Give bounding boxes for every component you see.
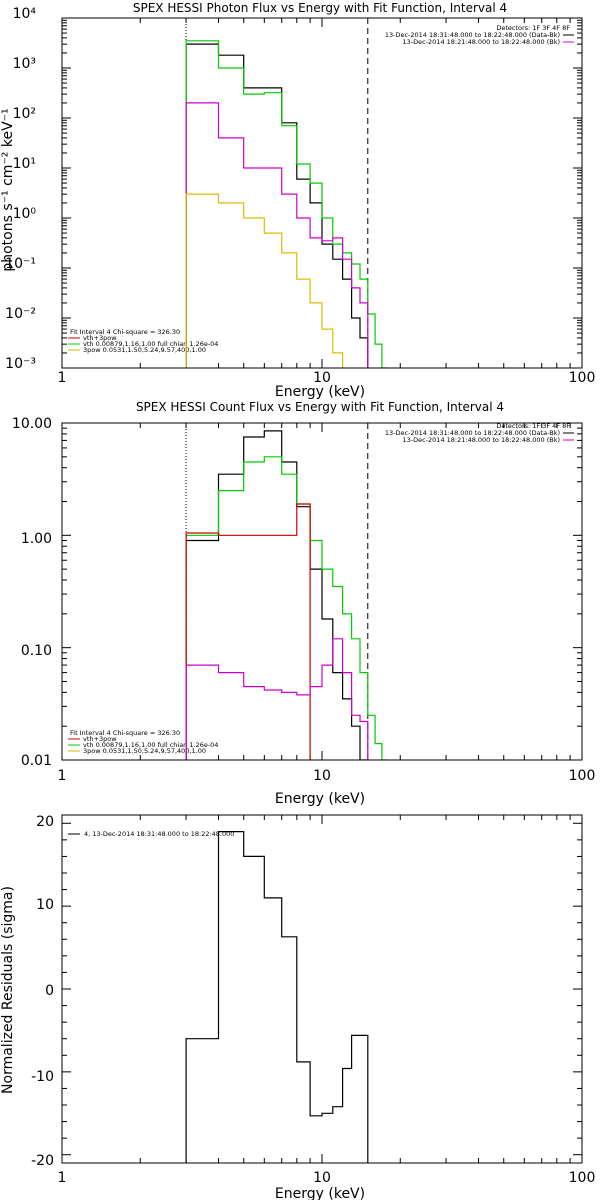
data-interval-text: 13-Dec-2014 18:31:48.000 to 18:22:48.000…: [385, 429, 560, 437]
y-tick-label: 10: [36, 897, 54, 913]
count-flux-yticks: 0.01 0.10 1.00 10.00: [12, 416, 52, 769]
residuals-plot-frame: [61, 814, 583, 1164]
x-tick-label: 100: [569, 1170, 596, 1186]
count-flux-panel: SPEX HESSI Count Flux vs Energy with Fit…: [12, 400, 595, 807]
residuals-xlabel: Energy (keV): [275, 1186, 365, 1200]
y-tick-label: 1.00: [21, 531, 52, 547]
y-tick-label: 0: [45, 983, 54, 999]
y-tick-label: 0.10: [21, 643, 52, 659]
photon-flux-panel: SPEX HESSI Photon Flux vs Energy with Fi…: [0, 1, 595, 400]
y-tick-label: 10⁻¹: [5, 256, 36, 272]
vth-label: vth 0.00879,1.16,1.00 full chian 1.26e-0…: [83, 741, 218, 749]
x-tick-label: 10: [313, 1170, 331, 1186]
photon-flux-xticks: 1 10 100: [58, 370, 596, 386]
pow-series-line: [185, 193, 344, 368]
photon-flux-info: Detectors: 1F 3F 4F 8F 13-Dec-2014 18:31…: [385, 24, 574, 46]
photon-flux-legend: Fit Interval 4 Chi-square = 326.30 vth+3…: [68, 328, 218, 354]
photon-flux-xlabel: Energy (keV): [275, 384, 365, 400]
x-tick-label: 100: [569, 768, 596, 784]
y-tick-label: 10.00: [12, 416, 52, 432]
x-tick-label: 10: [313, 370, 331, 386]
vth-series-line: [185, 503, 311, 760]
residuals-xticks: 1 10 100: [58, 1170, 596, 1186]
bk-series-line: [185, 102, 369, 368]
vth-3pow-label: vth+3pow: [83, 334, 117, 342]
bk-interval-text: 13-Dec-2014 18:21:48.000 to 18:22:48.000…: [403, 38, 561, 46]
y-tick-label: 10⁻²: [5, 306, 36, 322]
y-tick-label: 10⁻³: [5, 356, 36, 372]
total-series-line: [185, 40, 389, 368]
count-flux-plot-frame: [61, 422, 583, 761]
x-tick-label: 100: [569, 370, 596, 386]
data-interval-text: 13-Dec-2014 18:31:48.000 to 18:22:48.000…: [385, 31, 560, 39]
count-flux-title: SPEX HESSI Count Flux vs Energy with Fit…: [136, 400, 504, 414]
y-tick-label: 10⁴: [13, 6, 37, 22]
count-flux-xticks: 1 10 100: [58, 768, 596, 784]
residuals-yticks: -20 -10 0 10 20: [31, 814, 54, 1169]
3pow-label: 3pow 0.0531,1.50,5.24,9.57,400,1.00: [83, 747, 206, 755]
photon-flux-ylabel: photons s⁻¹ cm⁻² keV⁻¹: [0, 108, 16, 271]
residual-legend-label: 4, 13-Dec-2014 18:31:48.000 to 18:22:48.…: [84, 830, 234, 838]
3pow-label: 3pow 0.0531,1.50,5.24,9.57,400,1.00: [83, 346, 206, 354]
fit-interval-text: Fit Interval 4 Chi-square = 326.30: [70, 328, 180, 336]
residuals-ylabel: Normalized Residuals (sigma): [0, 886, 16, 1094]
photon-flux-tick-marks: [61, 17, 583, 369]
photon-flux-plot-frame: [61, 17, 583, 369]
residuals-panel: Energy (keV) Normalized Residuals (sigma…: [0, 814, 595, 1200]
detectors-text: Detectors: 1F 3F 4F 8F: [496, 422, 570, 430]
x-tick-label: 1: [58, 370, 67, 386]
data-series-line: [185, 43, 369, 368]
x-tick-label: 10: [313, 768, 331, 784]
bk-series-line: [185, 638, 369, 760]
y-tick-label: 0.01: [21, 753, 52, 769]
total-series-line: [185, 456, 389, 760]
detectors-text: Detectors: 1F 3F 4F 8F: [496, 24, 570, 32]
y-tick-label: -10: [31, 1069, 54, 1085]
residuals-series: [185, 831, 369, 1163]
count-flux-legend: Fit Interval 4 Chi-square = 326.30 vth+3…: [68, 729, 218, 755]
y-tick-label: 10³: [13, 56, 36, 72]
residuals-legend: 4, 13-Dec-2014 18:31:48.000 to 18:22:48.…: [68, 830, 234, 838]
data-series-line: [185, 831, 369, 1163]
y-tick-label: -20: [31, 1153, 54, 1169]
y-tick-label: 10⁰: [13, 206, 37, 222]
y-tick-label: 10²: [13, 106, 36, 122]
y-tick-label: 10¹: [13, 156, 36, 172]
x-tick-label: 1: [58, 1170, 67, 1186]
count-flux-xlabel: Energy (keV): [275, 791, 365, 807]
bk-interval-text: 13-Dec-2014 18:21:48.000 to 18:22:48.000…: [403, 436, 561, 444]
count-flux-series: [185, 430, 389, 760]
photon-flux-yticks: 10⁻³ 10⁻² 10⁻¹ 10⁰ 10¹ 10² 10³ 10⁴: [5, 6, 36, 372]
x-tick-label: 1: [58, 768, 67, 784]
vth-3pow-label: vth+3pow: [83, 735, 117, 743]
count-flux-info: Detectors: 1F 3F 4F 8F 13-Dec-2014 18:31…: [385, 422, 574, 444]
vth-label: vth 0.00879,1.16,1.00 full chian 1.26e-0…: [83, 340, 218, 348]
fit-interval-text: Fit Interval 4 Chi-square = 326.30: [70, 729, 180, 737]
count-flux-tick-marks: [61, 422, 583, 761]
y-tick-label: 20: [36, 814, 54, 830]
photon-flux-series: [185, 40, 389, 368]
photon-flux-title: SPEX HESSI Photon Flux vs Energy with Fi…: [133, 1, 507, 15]
